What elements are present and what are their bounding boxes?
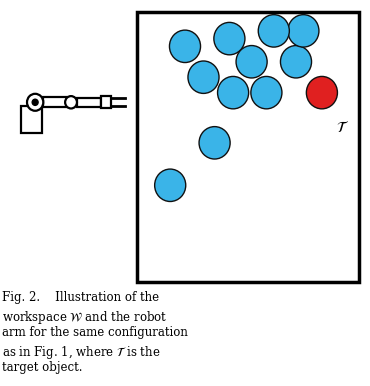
Text: workspace $\mathcal{W}$ and the robot: workspace $\mathcal{W}$ and the robot <box>2 309 167 326</box>
Bar <box>137 12 359 282</box>
Circle shape <box>199 127 230 159</box>
Circle shape <box>27 94 43 111</box>
Text: target object.: target object. <box>2 361 83 374</box>
Bar <box>21 106 41 133</box>
Circle shape <box>218 76 249 109</box>
Bar <box>77 98 101 107</box>
Circle shape <box>169 30 201 63</box>
Bar <box>43 97 70 107</box>
Text: as in Fig. 1, where $\mathcal{T}$ is the: as in Fig. 1, where $\mathcal{T}$ is the <box>2 344 160 361</box>
Text: Fig. 2.    Illustration of the: Fig. 2. Illustration of the <box>2 291 159 305</box>
Circle shape <box>251 76 282 109</box>
Circle shape <box>280 46 312 78</box>
Circle shape <box>32 99 38 105</box>
Circle shape <box>236 46 267 78</box>
Circle shape <box>65 96 77 108</box>
Circle shape <box>214 22 245 55</box>
Circle shape <box>188 61 219 93</box>
Text: arm for the same configuration: arm for the same configuration <box>2 326 188 339</box>
Circle shape <box>155 169 186 201</box>
Bar <box>101 96 111 108</box>
Circle shape <box>258 15 289 47</box>
Circle shape <box>288 15 319 47</box>
Circle shape <box>306 76 337 109</box>
Text: $\mathcal{T}$: $\mathcal{T}$ <box>336 120 349 135</box>
